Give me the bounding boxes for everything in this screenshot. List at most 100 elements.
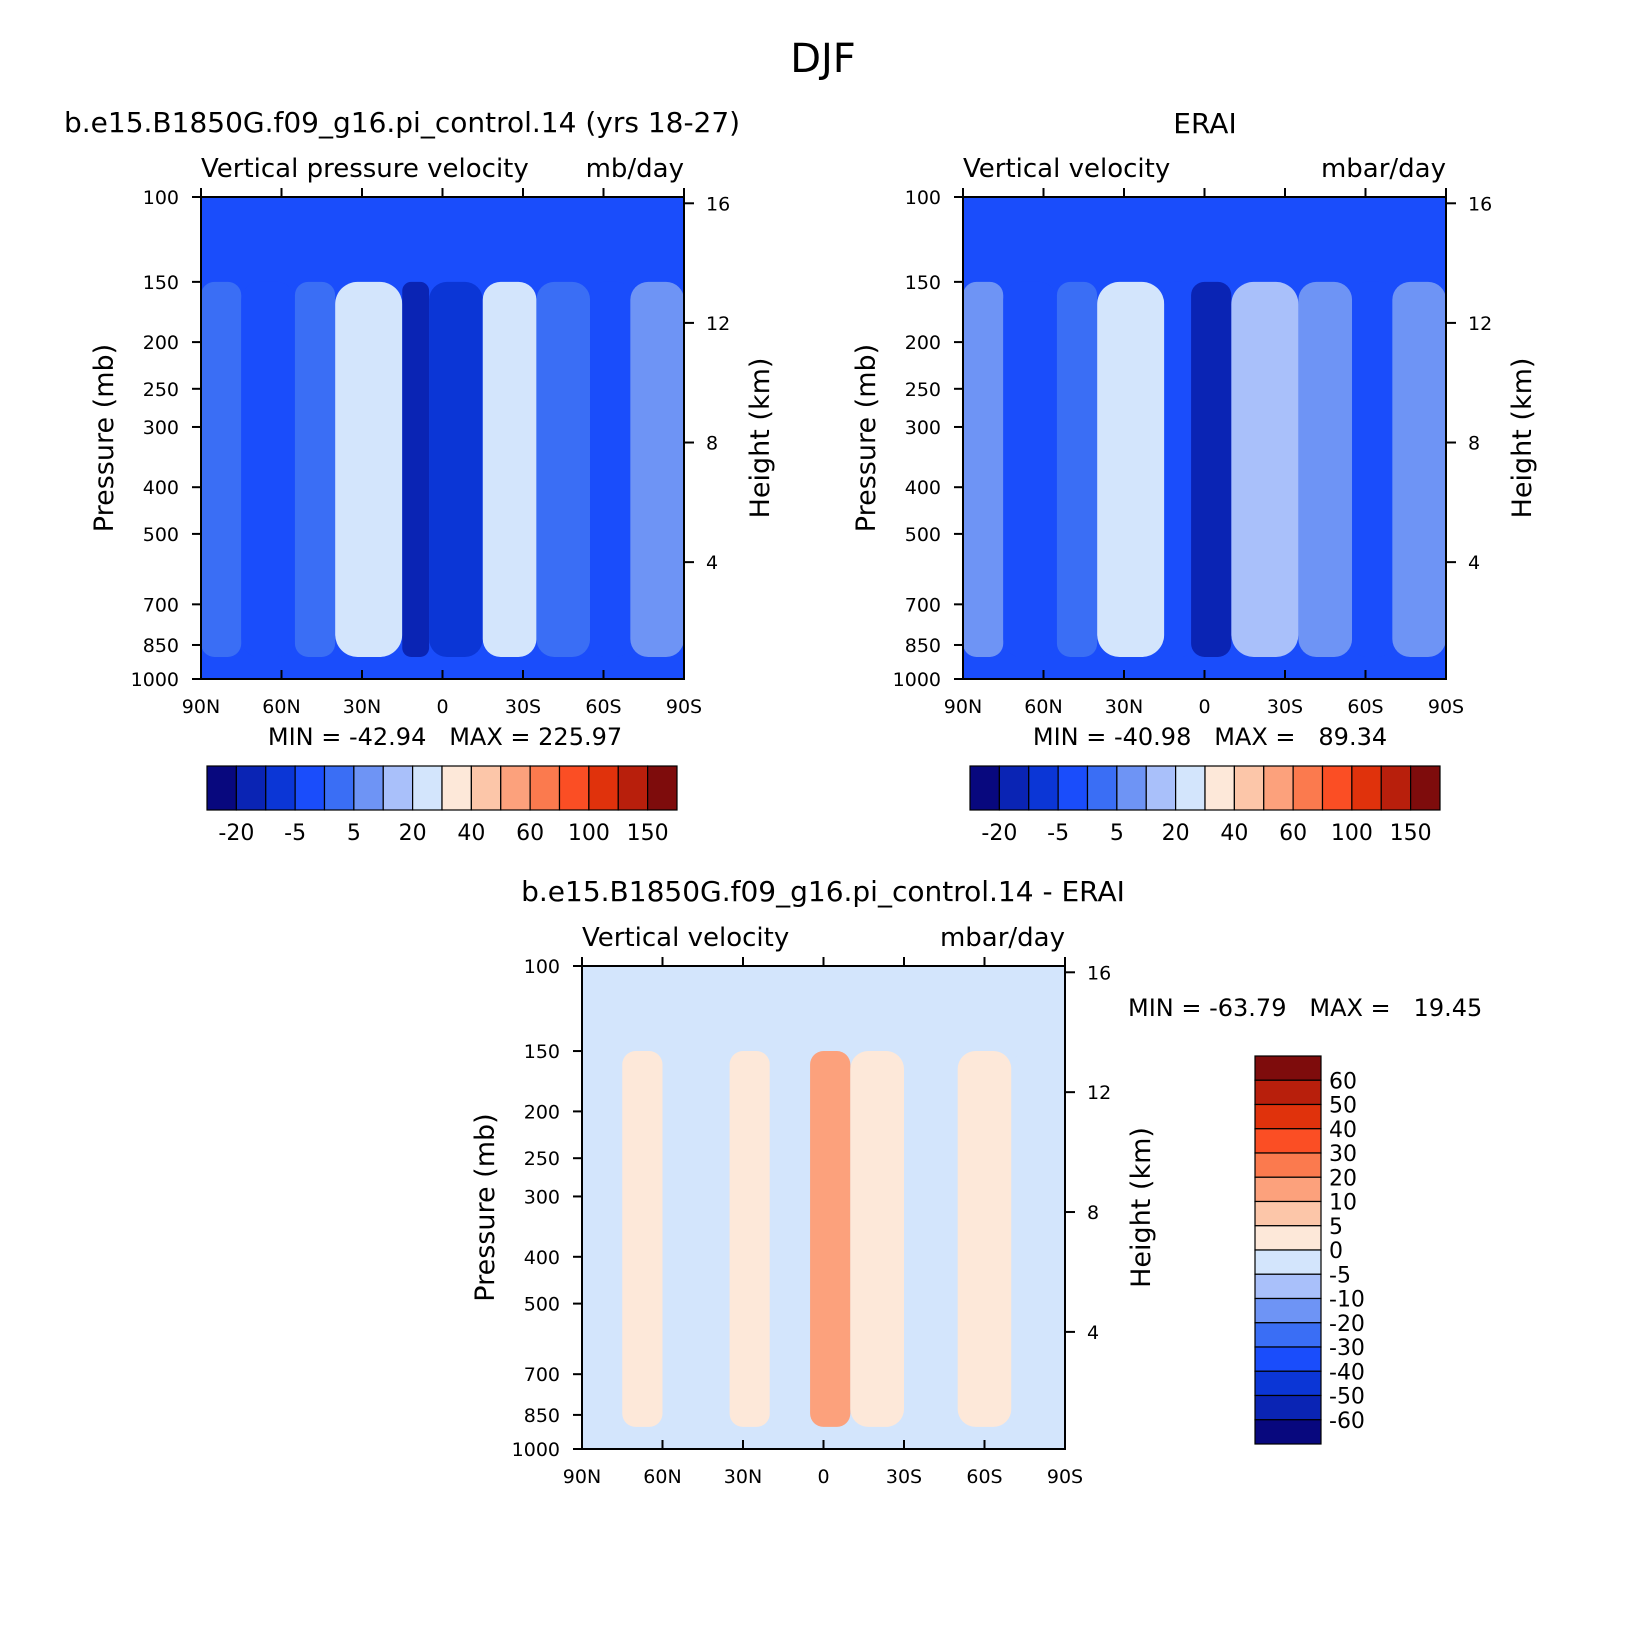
y-tick-label: 100 <box>905 187 941 209</box>
y-tick-label: 700 <box>905 594 941 616</box>
colorbar-label: 40 <box>1220 821 1248 846</box>
contour-band-2 <box>241 281 295 657</box>
colorbar-swatch <box>1292 765 1324 811</box>
colorbar-swatch <box>1254 1152 1322 1178</box>
x-tick-label: 90N <box>563 1466 601 1488</box>
y-tick-label: 150 <box>905 272 941 294</box>
panel-subtitle-right: mbar/day <box>1321 154 1446 184</box>
contour-band-3 <box>1056 281 1098 657</box>
contour-band-1 <box>963 281 1004 657</box>
colorbar-swatch <box>1351 765 1382 811</box>
x-tick-label: 0 <box>436 696 448 718</box>
colorbar-swatch <box>1321 765 1353 811</box>
x-tick-label: 60N <box>262 696 300 718</box>
colorbar-label: 60 <box>1329 1069 1357 1094</box>
colorbar-label: -5 <box>1047 821 1069 846</box>
model-plot: 90N 60N 30N 0 30S 60S 90S 100 150 200 250 300 400 500… <box>89 154 776 718</box>
diff-plot: 90N 60N 30N 0 30S 60S 90S 100 150 200 250 300 400 500… <box>470 923 1157 1488</box>
colorbar-label: 150 <box>1390 821 1432 846</box>
x-tick-label: 90N <box>944 696 982 718</box>
contour-band-8 <box>904 1051 958 1427</box>
colorbar-label: 30 <box>1329 1142 1357 1167</box>
colorbar-swatch <box>1254 1225 1322 1251</box>
x-tick-label: 30N <box>343 696 381 718</box>
x-tick-label: 90S <box>666 696 702 718</box>
colorbar-swatch <box>1254 1322 1322 1348</box>
y-tick-label: 300 <box>524 1186 560 1208</box>
colorbar-label: 0 <box>1329 1239 1343 1264</box>
colorbar-label: 40 <box>457 821 485 846</box>
colorbar-swatch <box>441 765 472 811</box>
colorbar-swatch <box>1254 1103 1322 1130</box>
colorbar-swatch <box>1254 1176 1322 1203</box>
colorbar-swatch <box>1145 765 1177 811</box>
contour-band-5 <box>769 1051 811 1427</box>
colorbar-label: -5 <box>284 821 306 846</box>
colorbar-swatch <box>1233 765 1265 811</box>
y2-axis-label: Height (km) <box>1507 358 1538 519</box>
x-tick-label: 30N <box>1105 696 1143 718</box>
colorbar-swatch <box>412 765 443 811</box>
contour-band-6 <box>1191 281 1232 657</box>
contour-band-9 <box>1352 281 1393 657</box>
colorbar-label: 10 <box>1329 1191 1357 1216</box>
y-axis-label: Pressure (mb) <box>851 344 882 532</box>
colorbar-label: -10 <box>1329 1288 1365 1313</box>
colorbar-label: 20 <box>399 821 427 846</box>
colorbar-swatch <box>588 765 619 811</box>
colorbar-swatch <box>1204 765 1235 811</box>
colorbar-swatch <box>1263 765 1294 811</box>
colorbar-swatch <box>1254 1128 1322 1154</box>
y-tick-label: 200 <box>905 332 941 354</box>
y2-tick-label: 4 <box>1468 552 1480 574</box>
colorbar-swatch <box>353 765 384 811</box>
x-tick-label: 90S <box>1047 1466 1083 1488</box>
contour-band-6 <box>810 1051 851 1427</box>
colorbar-label: 150 <box>627 821 669 846</box>
x-tick-label: 60S <box>966 1466 1002 1488</box>
colorbar-label: 100 <box>1331 821 1373 846</box>
y-tick-label: 250 <box>524 1148 560 1170</box>
colorbar-swatch <box>1254 1346 1322 1372</box>
colorbar-swatch <box>1380 765 1412 811</box>
colorbar-swatch <box>1116 765 1147 811</box>
obs-colorbar: -20 -5 5 20 40 60 100 150 <box>969 765 1441 846</box>
contour-band-10 <box>630 281 684 657</box>
y2-tick-label: 12 <box>1468 313 1492 335</box>
contour-band-1 <box>582 1051 623 1427</box>
y2-tick-label: 4 <box>1087 1322 1099 1344</box>
y-tick-label: 250 <box>143 379 179 401</box>
contour-band-3 <box>294 281 336 657</box>
colorbar-swatch <box>1086 765 1118 811</box>
x-tick-label: 60S <box>585 696 621 718</box>
colorbar-swatch <box>1254 1419 1322 1445</box>
panel-subtitle-right: mb/day <box>586 154 684 184</box>
colorbar-label: 20 <box>1162 821 1190 846</box>
colorbar-swatch <box>1028 765 1059 811</box>
y2-axis-label: Height (km) <box>1126 1127 1157 1288</box>
colorbar-label: -60 <box>1329 1409 1365 1434</box>
y-tick-label: 200 <box>524 1101 560 1123</box>
contour-band-7 <box>1231 281 1299 657</box>
colorbar-swatch <box>529 765 561 811</box>
contour-band-4 <box>335 281 403 657</box>
figure-title: DJF <box>790 36 856 82</box>
colorbar-swatch <box>323 765 355 811</box>
colorbar-label: -40 <box>1329 1360 1365 1385</box>
y-tick-label: 1000 <box>893 669 941 691</box>
panel-subtitle-left: Vertical pressure velocity <box>201 154 529 184</box>
x-tick-label: 30N <box>724 1466 762 1488</box>
x-tick-label: 60N <box>1024 696 1062 718</box>
obs-min-max: MIN = -40.98 MAX = 89.34 <box>1033 723 1387 751</box>
y-tick-label: 100 <box>524 956 560 978</box>
x-tick-label: 90N <box>182 696 220 718</box>
colorbar-swatch <box>1254 1249 1322 1275</box>
colorbar-label: -30 <box>1329 1336 1365 1361</box>
x-tick-label: 30S <box>886 1466 922 1488</box>
y-tick-label: 400 <box>143 477 179 499</box>
contour-band-6 <box>429 281 483 657</box>
colorbar-swatch <box>206 765 237 811</box>
contour-band-7 <box>850 1051 904 1427</box>
colorbar-swatch <box>1254 1273 1322 1300</box>
